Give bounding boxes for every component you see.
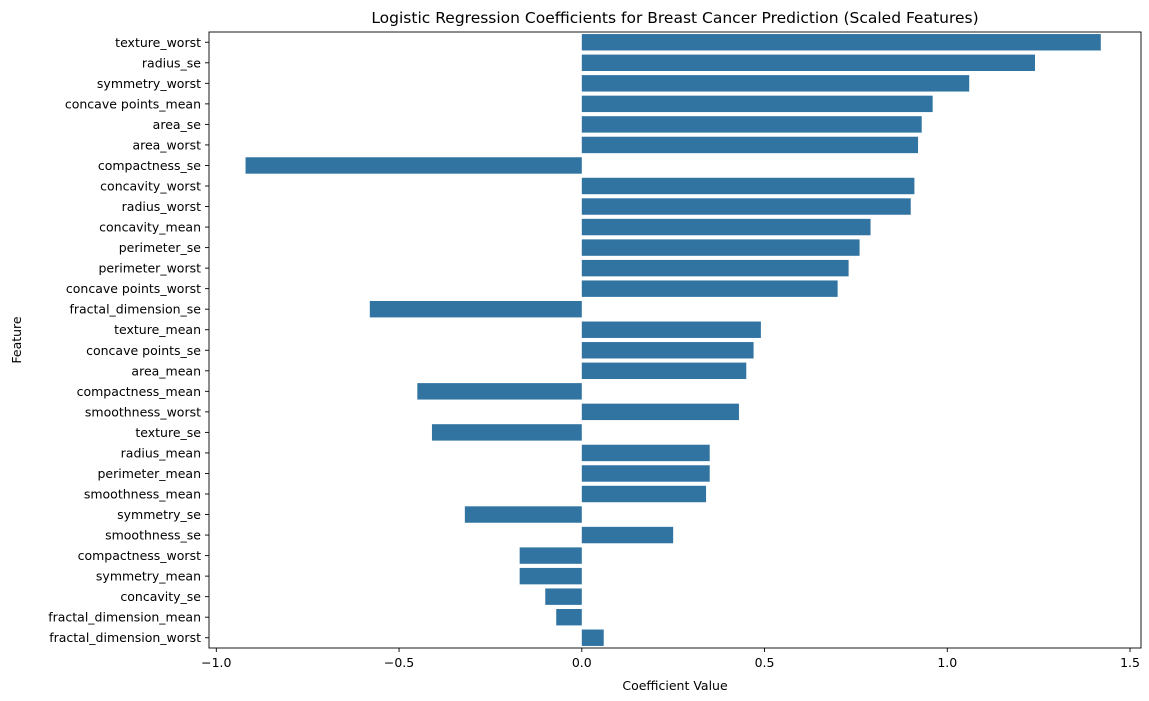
x-tick-label: 1.0 [937,655,957,670]
bar-smoothness_worst [581,403,739,421]
bar-perimeter_mean [581,465,710,482]
y-tick-label: perimeter_mean [97,466,201,481]
bar-texture_se [431,424,582,441]
bars-group [245,34,1101,646]
y-tick-label: fractal_dimension_worst [49,630,201,645]
bar-smoothness_se [581,526,674,544]
bar-area_se [581,116,922,133]
bar-fractal_dimension_mean [556,608,582,626]
bar-symmetry_mean [519,567,582,585]
bar-radius_se [581,54,1036,72]
y-tick-label: smoothness_worst [85,404,201,419]
bar-radius_worst [581,198,911,215]
y-tick-label: radius_mean [121,445,201,460]
y-tick-label: concavity_worst [100,179,201,194]
x-tick-label: 0.5 [755,655,775,670]
y-tick-label: concavity_se [120,589,201,604]
y-axis-ticks: texture_worst radius_se symmetry_worstconc… [48,35,209,645]
bar-concave-points_worst [581,280,838,297]
y-tick-label: concavity_mean [99,220,201,235]
x-tick-label: 1.5 [1120,655,1140,670]
y-tick-label: symmetry_mean [96,569,201,584]
bar-symmetry_se [464,506,582,523]
y-tick-label: fractal_dimension_mean [48,610,201,625]
bar-compactness_se [245,157,582,174]
y-tick-label: symmetry_se [117,507,201,522]
bar-perimeter_worst [581,259,849,277]
x-tick-label: −1.0 [201,655,231,670]
bar-concavity_se [545,588,582,605]
chart-title: Logistic Regression Coefficients for Bre… [371,9,978,27]
y-tick-label: radius_se [142,55,201,70]
x-axis-label: Coefficient Value [622,678,728,693]
y-tick-label: texture_worst [115,35,201,50]
y-tick-label: concave points_worst [66,281,201,296]
bar-area_worst [581,136,919,154]
y-tick-label: perimeter_worst [98,261,201,276]
y-tick-label: perimeter_se [119,240,202,255]
y-tick-label: area_worst [132,137,201,152]
y-tick-label: symmetry_worst [97,76,201,91]
bar-concave-points_se [581,342,754,359]
y-tick-label: compactness_mean [77,384,201,399]
y-tick-label: area_mean [131,363,201,378]
bar-texture_mean [581,321,761,338]
bar-perimeter_se [581,239,860,256]
y-tick-label: compactness_worst [78,548,201,563]
y-axis-label: Feature [9,316,24,364]
bar-radius_mean [581,444,710,462]
y-tick-label: concave points_se [86,343,201,358]
bar-texture_worst [581,34,1101,51]
y-tick-label: texture_mean [114,322,201,337]
y-tick-label: concave points_mean [65,96,201,111]
x-tick-label: 0.0 [572,655,592,670]
y-tick-label: texture_se [135,425,201,440]
bar-smoothness_mean [581,485,707,503]
y-tick-label: smoothness_se [105,528,201,543]
bar-concavity_worst [581,177,915,195]
y-tick-label: fractal_dimension_se [69,302,201,317]
x-axis-ticks: −1.0 −0.5 0.0 0.5 1.0 1.5 [201,648,1140,670]
bar-concavity_mean [581,218,871,236]
bar-compactness_mean [417,383,582,400]
bar-fractal_dimension_se [369,300,582,318]
y-tick-label: radius_worst [122,199,201,214]
bar-symmetry_worst [581,75,970,92]
y-tick-label: compactness_se [98,158,201,173]
bar-fractal_dimension_worst [581,629,604,646]
y-tick-label: area_se [153,117,202,132]
plot-frame [208,31,1142,649]
bar-concave-points_mean [581,95,933,113]
y-tick-label: smoothness_mean [84,487,201,502]
x-tick-label: −0.5 [384,655,414,670]
bar-compactness_worst [519,547,582,564]
bar-area_mean [581,362,747,380]
